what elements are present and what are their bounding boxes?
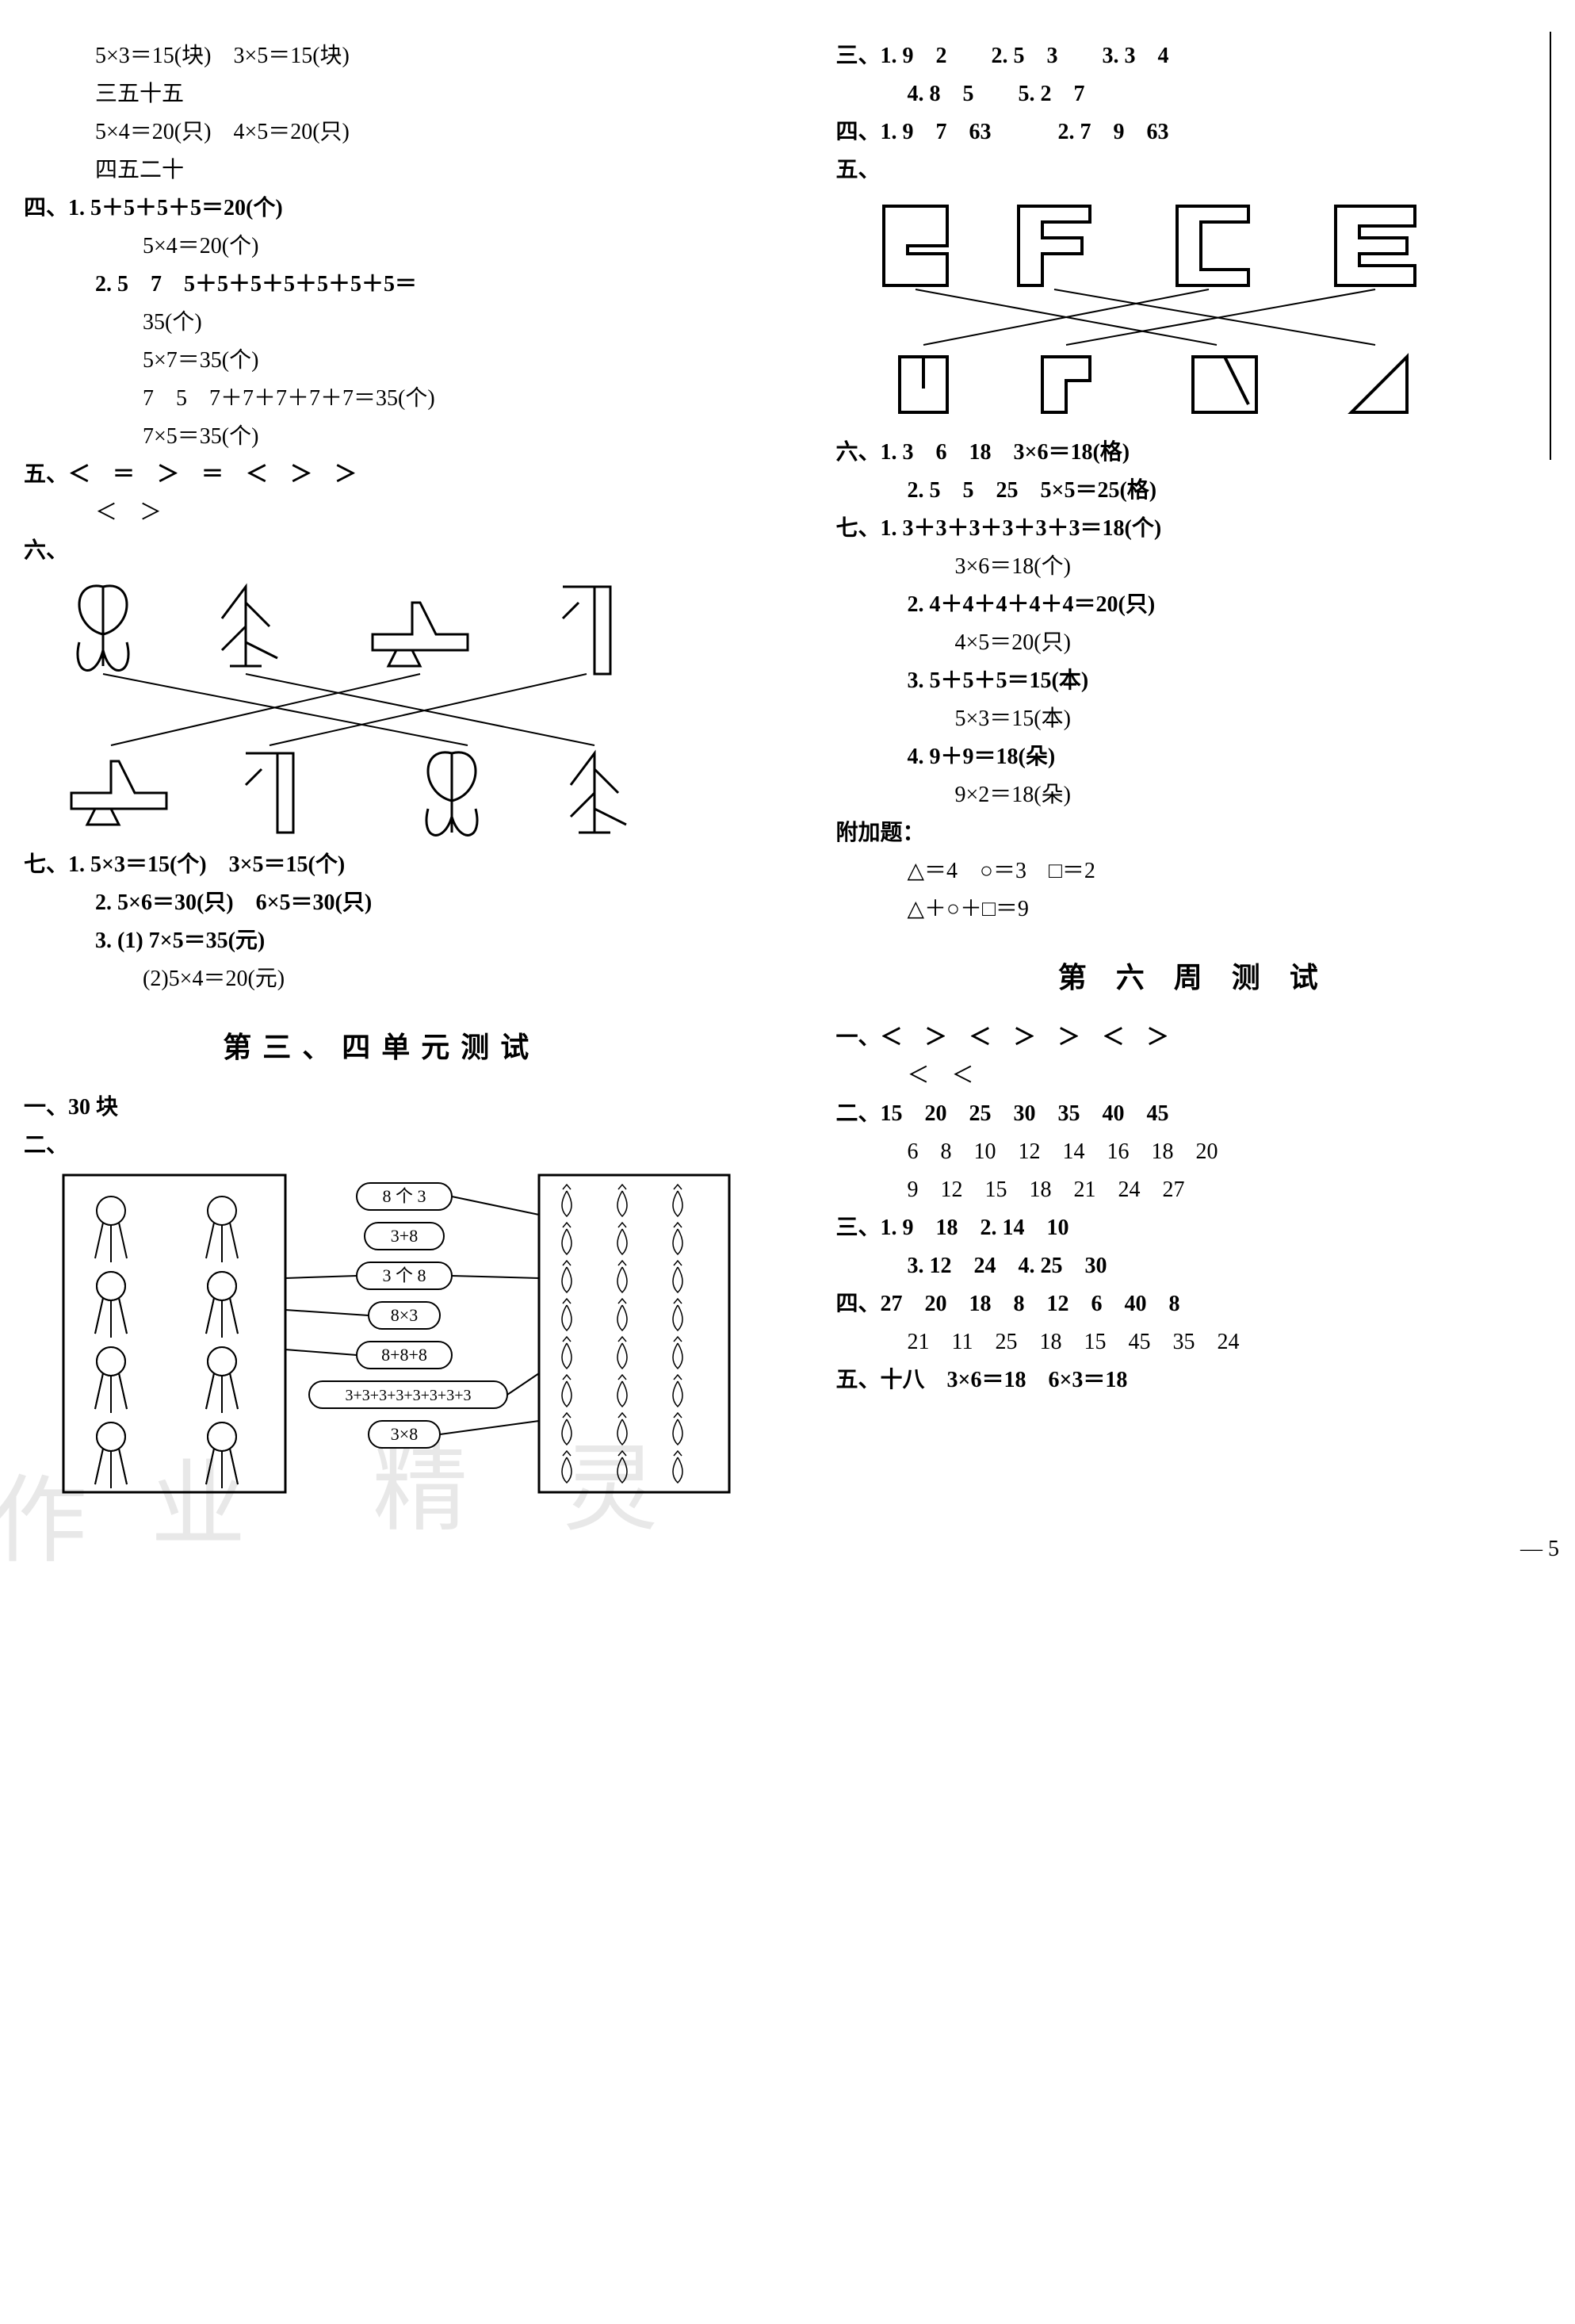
page-number: — 5 xyxy=(1520,1537,1559,1562)
text-line: 3×6＝18(个) xyxy=(836,549,1552,580)
text-line: 四、27 20 18 8 12 6 40 8 xyxy=(836,1286,1552,1318)
section-title: 第 六 周 测 试 xyxy=(836,955,1552,996)
text-line: 5×3＝15(本) xyxy=(836,701,1552,733)
text-line: 5×7＝35(个) xyxy=(24,343,740,374)
text-line: 5×3＝15(块) 3×5＝15(块) xyxy=(24,38,740,70)
text-line: 二、15 20 25 30 35 40 45 xyxy=(836,1096,1552,1128)
text-line: 9 12 15 18 21 24 27 xyxy=(836,1172,1552,1204)
svg-text:3 个 8: 3 个 8 xyxy=(382,1265,426,1285)
matching-diagram-left xyxy=(24,571,658,840)
text-line: 七、1. 5×3＝15(个) 3×5＝15(个) xyxy=(24,847,740,879)
text-line: 四、1. 9 7 63 2. 7 9 63 xyxy=(836,114,1552,146)
section-title: 第三、四单元测试 xyxy=(24,1024,740,1066)
matching-diagram-right xyxy=(836,190,1470,428)
text-line: 三、1. 9 2 2. 5 3 3. 3 4 xyxy=(836,38,1552,70)
right-margin-rule xyxy=(1550,32,1551,460)
text-line: 5×4＝20(个) xyxy=(24,228,740,260)
text-line: 4. 8 5 5. 2 7 xyxy=(836,76,1552,108)
text-line: 4×5＝20(只) xyxy=(836,625,1552,657)
text-line: 2. 4＋4＋4＋4＋4＝20(只) xyxy=(836,587,1552,618)
text-line: 7 5 7＋7＋7＋7＋7＝35(个) xyxy=(24,381,740,412)
text-line: 2. 5×6＝30(只) 6×5＝30(只) xyxy=(24,885,740,917)
text-line: 五、＜ ＝ ＞ ＝ ＜ ＞ ＞ xyxy=(24,457,740,488)
text-line: 21 11 25 18 15 45 35 24 xyxy=(836,1324,1552,1356)
text-line: 7×5＝35(个) xyxy=(24,419,740,450)
text-line: 一、＜ ＞ ＜ ＞ ＞ ＜ ＞ xyxy=(836,1020,1552,1051)
section-five-label: 五、 xyxy=(836,152,1552,184)
text-line: 9×2＝18(朵) xyxy=(836,777,1552,809)
svg-text:3+8: 3+8 xyxy=(391,1226,418,1246)
text-line: 五、十八 3×6＝18 6×3＝18 xyxy=(836,1362,1552,1394)
text-line: 2. 5 7 5＋5＋5＋5＋5＋5＋5＝ xyxy=(24,266,740,298)
text-line: 6 8 10 12 14 16 18 20 xyxy=(836,1134,1552,1166)
svg-text:8+8+8: 8+8+8 xyxy=(381,1345,427,1365)
text-line: 4. 9＋9＝18(朵) xyxy=(836,739,1552,771)
section-six-label: 六、 xyxy=(24,533,740,565)
text-line: 六、1. 3 6 18 3×6＝18(格) xyxy=(836,435,1552,466)
text-line: 四、1. 5＋5＋5＋5＝20(个) xyxy=(24,190,740,222)
text-line: 附加题： xyxy=(836,815,1552,847)
text-line: △＋○＋□＝9 xyxy=(836,891,1552,923)
text-line: 3. 5＋5＋5＝15(本) xyxy=(836,663,1552,695)
right-column: 三、1. 9 2 2. 5 3 3. 3 4 4. 8 5 5. 2 7 四、1… xyxy=(836,32,1552,1514)
text-line: 2. 5 5 25 5×5＝25(格) xyxy=(836,473,1552,504)
text-line: ＜ ＞ xyxy=(24,495,740,526)
text-line: 三、1. 9 18 2. 14 10 xyxy=(836,1210,1552,1242)
text-line: (2)5×4＝20(元) xyxy=(24,961,740,993)
text-line: 5×4＝20(只) 4×5＝20(只) xyxy=(24,114,740,146)
text-line: 35(个) xyxy=(24,304,740,336)
text-line: 3. 12 24 4. 25 30 xyxy=(836,1248,1552,1280)
svg-text:3×8: 3×8 xyxy=(391,1424,418,1444)
text-line: 3. (1) 7×5＝35(元) xyxy=(24,923,740,955)
text-line: 二、 xyxy=(24,1128,740,1159)
keys-strawberries-diagram: 8 个 3 3+8 3 个 8 8×3 8+8+8 3+3+3+3+3+3+3+… xyxy=(55,1167,740,1507)
text-line: 三五十五 xyxy=(24,76,740,108)
text-line: 一、30 块 xyxy=(24,1089,740,1121)
text-line: ＜ ＜ xyxy=(836,1058,1552,1089)
svg-text:3+3+3+3+3+3+3+3: 3+3+3+3+3+3+3+3 xyxy=(346,1387,472,1404)
text-line: 四五二十 xyxy=(24,152,740,184)
svg-text:8 个 3: 8 个 3 xyxy=(382,1186,426,1206)
text-line: 七、1. 3＋3＋3＋3＋3＋3＝18(个) xyxy=(836,511,1552,542)
svg-text:8×3: 8×3 xyxy=(391,1305,418,1325)
text-line: △＝4 ○＝3 □＝2 xyxy=(836,853,1552,885)
left-column: 5×3＝15(块) 3×5＝15(块) 三五十五 5×4＝20(只) 4×5＝2… xyxy=(24,32,740,1514)
